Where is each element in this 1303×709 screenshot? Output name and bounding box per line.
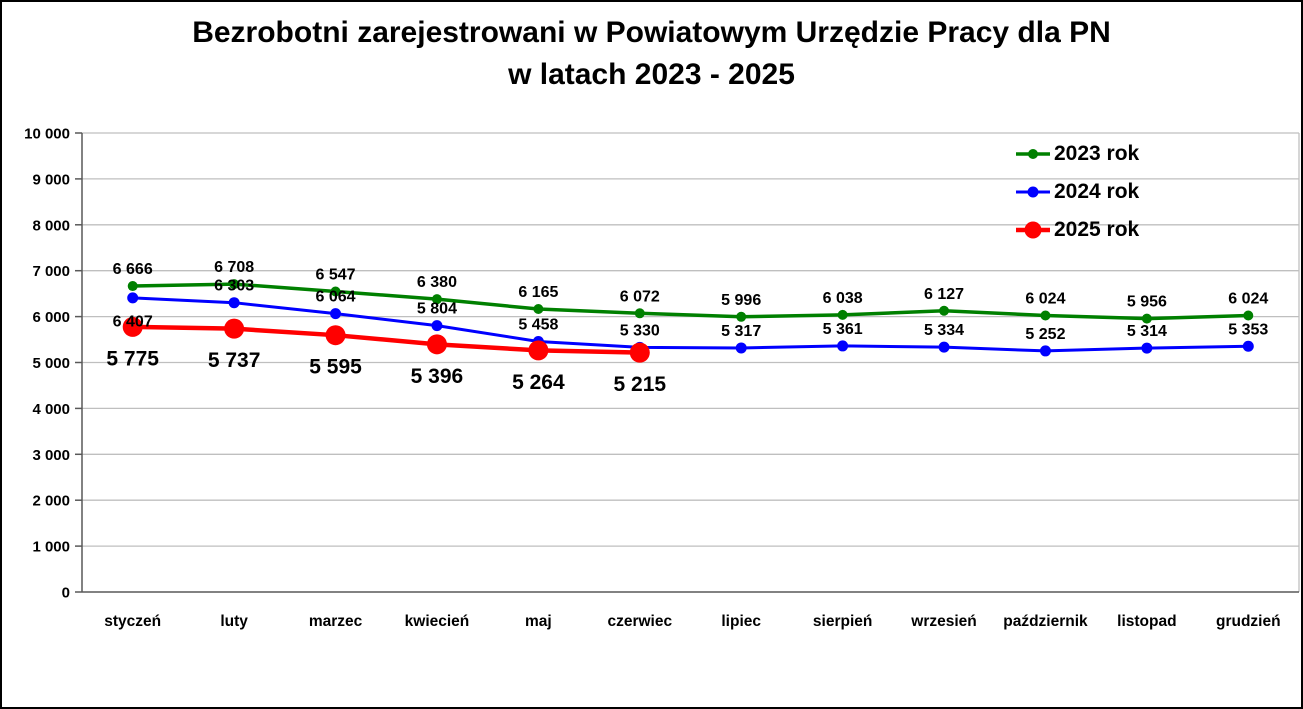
data-point-label: 5 353 — [1228, 321, 1268, 338]
y-axis-tick-label: 0 — [62, 585, 70, 602]
data-point-marker — [431, 320, 443, 332]
legend-marker-2024-icon — [1016, 186, 1050, 198]
data-point-marker — [735, 342, 747, 354]
data-point-marker — [229, 279, 240, 290]
y-axis-tick-label: 3 000 — [32, 447, 70, 464]
y-axis-tick-label: 2 000 — [32, 493, 70, 510]
x-axis-label: marzec — [309, 613, 363, 630]
legend-marker-2025-icon — [1016, 221, 1050, 239]
data-point-label: 5 804 — [417, 301, 457, 318]
data-point-marker — [431, 294, 442, 305]
data-point-label: 5 737 — [208, 349, 261, 372]
x-axis-label: luty — [220, 613, 248, 630]
x-axis-label: czerwiec — [607, 613, 672, 630]
chart-title-line1: Bezrobotni zarejestrowani w Powiatowym U… — [192, 16, 1111, 49]
x-axis-label: grudzień — [1216, 613, 1281, 630]
data-point-label: 5 775 — [106, 347, 159, 370]
x-axis-label: wrzesień — [910, 613, 976, 630]
chart-legend: 2023 rok 2024 rok 2025 rok — [1015, 135, 1139, 249]
data-point-marker — [127, 281, 138, 292]
y-axis-tick-label: 8 000 — [32, 217, 70, 234]
x-axis-label: październik — [1003, 613, 1088, 630]
data-point-marker — [1141, 342, 1153, 354]
data-point-marker — [127, 292, 139, 304]
data-point-label: 6 165 — [518, 284, 558, 301]
data-point-label: 5 996 — [721, 292, 761, 309]
data-point-label: 5 956 — [1127, 294, 1167, 311]
data-point-marker — [1243, 310, 1254, 321]
data-point-label: 5 595 — [309, 356, 362, 379]
y-axis-tick-label: 5 000 — [32, 355, 70, 372]
series-line-2025-rok — [132, 324, 640, 355]
data-point-label: 5 330 — [620, 322, 660, 339]
chart-title-line2: w latach 2023 - 2025 — [508, 58, 795, 91]
data-point-label: 6 024 — [1025, 290, 1065, 307]
data-point-label: 5 317 — [721, 323, 761, 340]
data-point-marker — [938, 341, 950, 353]
data-point-marker — [1141, 313, 1152, 324]
series-line-2024-rok — [132, 296, 1249, 353]
y-axis-tick-label: 10 000 — [24, 126, 70, 143]
data-point-marker — [122, 316, 143, 337]
data-point-marker — [837, 340, 849, 352]
y-axis-tick-label: 4 000 — [32, 401, 70, 418]
legend-item-2023: 2023 rok — [1015, 135, 1139, 173]
data-point-label: 5 264 — [512, 371, 565, 394]
data-point-label: 6 127 — [924, 286, 964, 303]
data-point-label: 6 666 — [113, 261, 153, 278]
data-point-label: 6 407 — [113, 314, 153, 331]
x-axis-label: kwiecień — [405, 613, 470, 630]
data-point-label: 5 458 — [518, 316, 558, 333]
data-point-label: 6 547 — [316, 266, 356, 283]
data-point-marker — [330, 286, 341, 297]
data-point-label: 5 314 — [1127, 323, 1167, 340]
legend-label-2023: 2023 rok — [1054, 142, 1140, 165]
data-point-label: 5 334 — [924, 322, 964, 339]
data-point-marker — [939, 305, 950, 316]
data-point-label: 6 064 — [316, 289, 356, 306]
legend-item-2025: 2025 rok — [1015, 211, 1139, 249]
data-point-marker — [426, 334, 447, 355]
series-line-2023-rok — [132, 282, 1249, 321]
data-point-marker — [1242, 340, 1254, 352]
y-axis-tick-label: 9 000 — [32, 171, 70, 188]
data-point-marker — [528, 340, 549, 361]
y-axis-tick-label: 1 000 — [32, 539, 70, 556]
data-point-marker — [736, 311, 747, 322]
data-point-label: 5 396 — [411, 365, 464, 388]
data-point-label: 6 038 — [823, 290, 863, 307]
data-point-label: 5 215 — [614, 373, 667, 396]
legend-marker-2023-icon — [1016, 149, 1050, 159]
chart-title: Bezrobotni zarejestrowani w Powiatowym U… — [2, 12, 1301, 96]
x-axis-label: sierpień — [813, 613, 872, 630]
data-point-label: 6 303 — [214, 278, 254, 295]
legend-item-2024: 2024 rok — [1015, 173, 1139, 211]
data-point-marker — [330, 308, 342, 320]
x-axis-label: lipiec — [721, 613, 761, 630]
data-point-marker — [1040, 310, 1051, 321]
data-point-marker — [634, 308, 645, 319]
data-point-marker — [325, 325, 346, 346]
data-point-label: 5 361 — [823, 321, 863, 338]
x-axis-label: maj — [525, 613, 552, 630]
data-point-marker — [837, 309, 848, 320]
x-axis-label: styczeń — [104, 613, 161, 630]
legend-label-2024: 2024 rok — [1054, 180, 1140, 203]
legend-label-2025: 2025 rok — [1054, 218, 1140, 241]
y-axis-tick-label: 7 000 — [32, 263, 70, 280]
y-axis-tick-label: 6 000 — [32, 309, 70, 326]
data-point-label: 5 252 — [1025, 326, 1065, 343]
data-point-label: 6 024 — [1228, 290, 1268, 307]
data-point-marker — [228, 297, 240, 309]
data-point-label: 6 708 — [214, 259, 254, 276]
data-point-marker — [629, 342, 650, 363]
x-axis-label: listopad — [1117, 613, 1176, 630]
data-point-label: 6 380 — [417, 274, 457, 291]
data-point-label: 6 072 — [620, 288, 660, 305]
data-point-marker — [224, 318, 245, 339]
data-point-marker — [1039, 345, 1051, 357]
data-point-marker — [533, 304, 544, 315]
